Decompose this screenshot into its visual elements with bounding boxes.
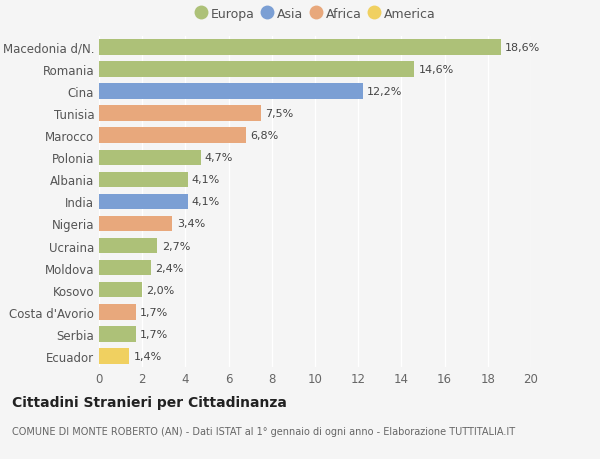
Text: 4,1%: 4,1% <box>192 197 220 207</box>
Text: 4,7%: 4,7% <box>205 153 233 163</box>
Bar <box>99 194 188 210</box>
Bar <box>99 172 188 188</box>
Bar <box>99 238 157 254</box>
Legend: Europa, Asia, Africa, America: Europa, Asia, Africa, America <box>192 6 438 24</box>
Bar <box>99 128 246 144</box>
Text: 2,0%: 2,0% <box>146 285 175 295</box>
Text: 12,2%: 12,2% <box>367 87 402 97</box>
Text: 18,6%: 18,6% <box>505 43 541 53</box>
Bar <box>99 150 200 166</box>
Text: 14,6%: 14,6% <box>419 65 454 75</box>
Bar <box>99 348 129 364</box>
Bar <box>99 40 501 56</box>
Text: 1,7%: 1,7% <box>140 329 168 339</box>
Text: 2,4%: 2,4% <box>155 263 184 273</box>
Bar <box>99 304 136 320</box>
Bar <box>99 84 362 100</box>
Text: 4,1%: 4,1% <box>192 175 220 185</box>
Bar <box>99 216 172 232</box>
Bar <box>99 106 261 122</box>
Text: 2,7%: 2,7% <box>161 241 190 251</box>
Text: 3,4%: 3,4% <box>177 219 205 229</box>
Text: Cittadini Stranieri per Cittadinanza: Cittadini Stranieri per Cittadinanza <box>12 395 287 409</box>
Text: COMUNE DI MONTE ROBERTO (AN) - Dati ISTAT al 1° gennaio di ogni anno - Elaborazi: COMUNE DI MONTE ROBERTO (AN) - Dati ISTA… <box>12 426 515 436</box>
Text: 6,8%: 6,8% <box>250 131 278 141</box>
Text: 7,5%: 7,5% <box>265 109 293 119</box>
Bar <box>99 282 142 298</box>
Text: 1,7%: 1,7% <box>140 307 168 317</box>
Text: 1,4%: 1,4% <box>134 351 162 361</box>
Bar <box>99 326 136 342</box>
Bar <box>99 62 415 78</box>
Bar <box>99 260 151 276</box>
